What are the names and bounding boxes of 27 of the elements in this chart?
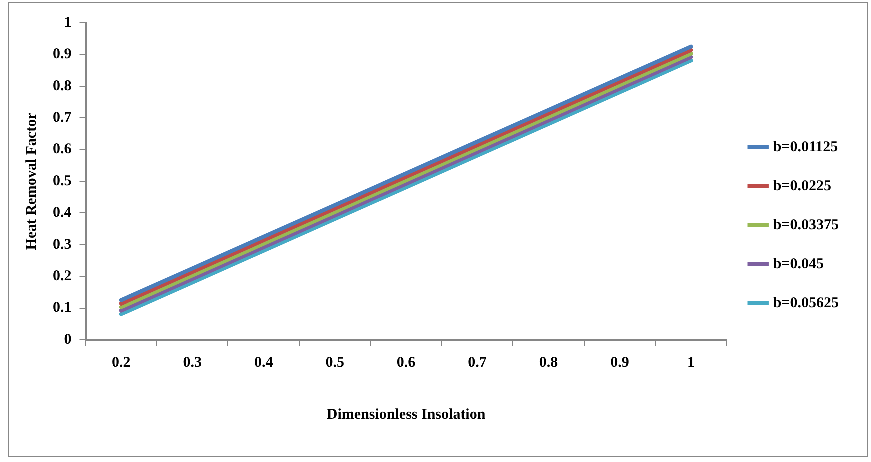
x-tick-label: 0.5 — [326, 354, 344, 371]
y-tick-label: 0.8 — [53, 78, 72, 94]
y-tick-label: 0.5 — [53, 173, 72, 190]
x-axis-title: Dimensionless Insolation — [326, 406, 486, 423]
legend-label: b=0.03375 — [773, 217, 839, 234]
x-tick-label: 0.3 — [183, 354, 202, 371]
y-tick-label: 1 — [64, 14, 72, 31]
x-tick-label: 0.2 — [112, 354, 131, 371]
x-tick-label: 1 — [687, 354, 695, 371]
y-tick-label: 0.4 — [53, 205, 72, 222]
x-tick-label: 0.9 — [610, 354, 630, 371]
y-tick-label: 0.7 — [53, 110, 72, 126]
y-tick-label: 0 — [64, 332, 72, 348]
x-tick-label: 0.7 — [468, 354, 488, 371]
y-tick-label: 0.2 — [53, 268, 72, 284]
legend-label: b=0.0225 — [773, 178, 832, 194]
y-tick-label: 0.1 — [53, 300, 72, 316]
y-tick-label: 0.9 — [53, 46, 72, 63]
legend-label: b=0.05625 — [773, 295, 839, 312]
y-tick-label: 0.6 — [53, 142, 72, 158]
legend-label: b=0.045 — [773, 256, 824, 272]
x-tick-label: 0.4 — [254, 354, 274, 371]
legend-label: b=0.01125 — [773, 139, 838, 156]
x-tick-label: 0.8 — [539, 354, 558, 371]
y-axis-title: Heat Removal Factor — [24, 112, 40, 250]
x-tick-label: 0.6 — [396, 354, 416, 371]
y-tick-label: 0.3 — [53, 236, 72, 253]
